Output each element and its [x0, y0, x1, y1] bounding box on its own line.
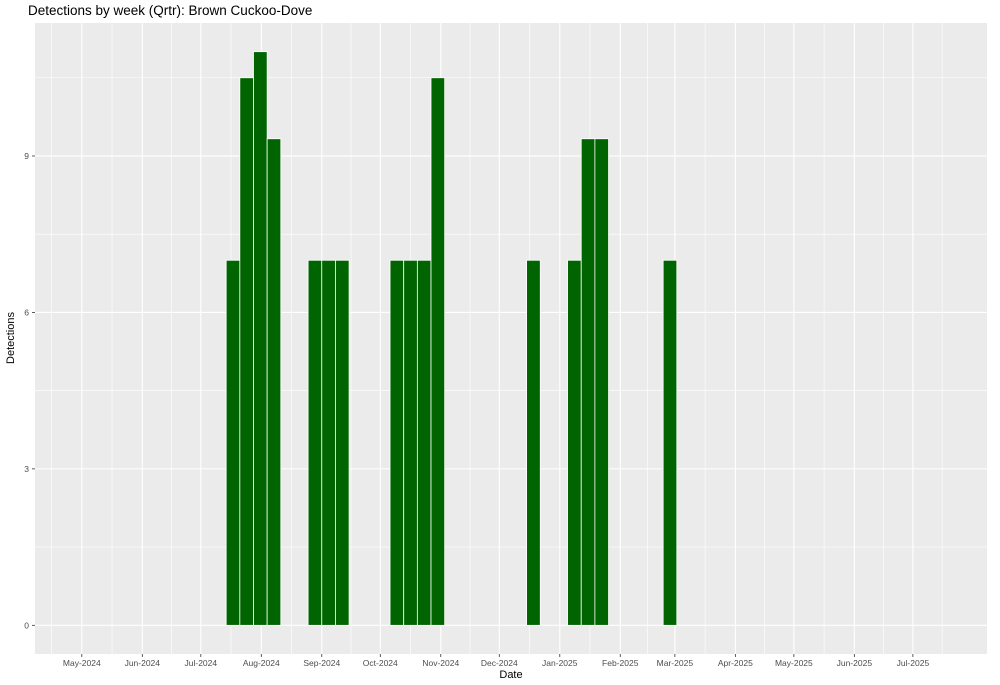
bar [416, 259, 432, 626]
bar [430, 77, 446, 626]
x-tick-label: Apr-2025 [718, 658, 753, 668]
bar [307, 259, 323, 626]
y-axis: 0 3 6 9 [24, 151, 35, 630]
y-tick-label: 3 [24, 464, 29, 474]
bar [266, 138, 282, 626]
bar [403, 259, 418, 626]
bar [335, 259, 350, 626]
bar [567, 259, 582, 626]
y-tick-label: 9 [24, 151, 29, 161]
chart-title: Detections by week (Qrtr): Brown Cuckoo-… [28, 3, 312, 18]
bar [225, 259, 241, 626]
y-tick-label: 0 [24, 620, 29, 630]
bar [662, 259, 678, 626]
bar [389, 259, 405, 626]
bar [239, 77, 254, 626]
x-tick-label: Sep-2024 [303, 658, 340, 668]
x-tick-label: Jan-2025 [542, 658, 578, 668]
x-axis-title: Date [499, 669, 522, 681]
bar [594, 138, 609, 626]
bar [580, 138, 596, 626]
x-tick-label: Jun-2024 [125, 658, 161, 668]
x-tick-label: Jul-2024 [185, 658, 218, 668]
x-tick-label: Jul-2025 [897, 658, 930, 668]
x-tick-label: May-2025 [775, 658, 813, 668]
plot-panel [35, 23, 987, 654]
bar [526, 259, 541, 626]
bars [225, 51, 678, 626]
x-tick-label: Feb-2025 [602, 658, 639, 668]
x-tick-label: Jun-2025 [837, 658, 873, 668]
x-tick-label: Mar-2025 [657, 658, 694, 668]
bar [321, 259, 336, 626]
bar [253, 51, 268, 626]
x-tick-label: May-2024 [63, 658, 101, 668]
x-axis: May-2024 Jun-2024 Jul-2024 Aug-2024 Sep-2024… [63, 654, 930, 668]
x-tick-label: Oct-2024 [363, 658, 398, 668]
x-tick-label: Aug-2024 [243, 658, 280, 668]
y-axis-title: Detections [5, 312, 17, 364]
x-tick-label: Nov-2024 [422, 658, 459, 668]
y-tick-label: 6 [24, 307, 29, 317]
x-tick-label: Dec-2024 [481, 658, 518, 668]
